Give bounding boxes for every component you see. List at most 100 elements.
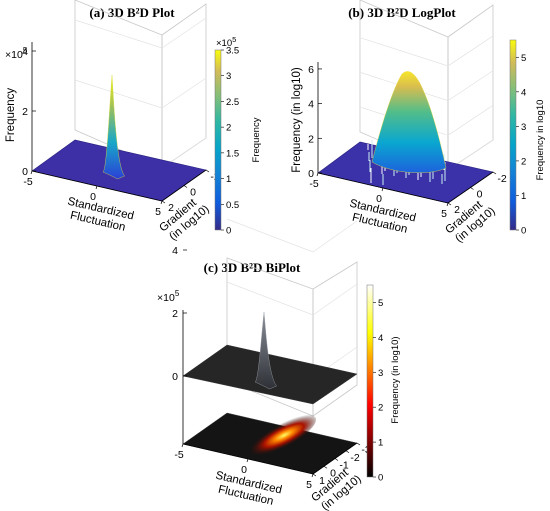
panel-c-colorbar-label: Frequency (in log10) <box>390 336 401 423</box>
panel-b-z-tick-label: 0 <box>308 168 314 180</box>
panel-b-y-tick-mark <box>492 171 497 175</box>
panel-b-x-tick-label: -5 <box>309 178 318 190</box>
panel-b-grid-line <box>360 35 494 67</box>
panel-c-colorbar-tick-label: 2 <box>378 403 383 414</box>
panel-b-z-tick-label: 6 <box>308 64 314 76</box>
panel-a-colorbar-tick-label: 0 <box>226 226 231 237</box>
panel-a-z-exponent: ×105 <box>5 46 28 61</box>
panel-c-y-tick-mark <box>356 442 361 446</box>
panel-c-grid-line <box>226 218 358 253</box>
panel-c-y-tick-mark <box>334 458 339 461</box>
panel-b-z-tick-label: 4 <box>308 99 314 111</box>
panel-a-grid-line <box>74 17 207 49</box>
panel-b-colorbar-tick-label: 5 <box>521 53 526 64</box>
panel-a-y-tick-mark <box>205 169 210 173</box>
panel-b-y-tick-label: -2 <box>497 173 506 185</box>
panel-a-grid-line <box>74 77 207 109</box>
panel-a-x-tick-label: 0 <box>90 191 96 203</box>
panel-a-colorbar-tick-label: 2.5 <box>226 97 239 108</box>
panel-c-x-tick-label: 0 <box>241 464 247 476</box>
panel-b-colorbar-tick-label: 0 <box>521 226 526 237</box>
panel-b-y-tick-mark <box>447 202 452 206</box>
panel-a-y-tick-label: 2 <box>168 202 174 214</box>
panel-b-colorbar-label: Frequency in log10 <box>535 100 546 181</box>
panel-c-z-tick-label: 0 <box>172 371 178 383</box>
panel-b-colorbar <box>509 39 517 231</box>
panel-a-surface-peak <box>102 74 125 180</box>
panel-c-y-tick-label: 1 <box>319 475 325 487</box>
panel-c-grid-line <box>226 281 358 316</box>
panel-b-colorbar-tick-label: 3 <box>521 122 526 133</box>
panel-c-colorbar-tick-label: 3 <box>378 368 383 379</box>
panel-c-x-tick-mark <box>181 443 184 448</box>
panel-c-surface-peak <box>254 311 277 390</box>
panel-a-colorbar-exponent: ×105 <box>216 35 236 49</box>
panel-a-colorbar-tick-label: 1 <box>226 174 231 185</box>
panel-c-z-exponent: ×105 <box>157 289 180 304</box>
panel-c-y-tick-mark <box>323 465 328 469</box>
panel-a-x-tick-mark <box>160 200 163 205</box>
panel-a-x-tick-label: 5 <box>155 206 161 218</box>
panel-a-colorbar <box>214 49 222 231</box>
panel-c-y-label: Gradient(in log10) <box>309 466 364 511</box>
panel-b-surface-peak <box>371 71 447 173</box>
panel-b-grid-line <box>360 70 494 102</box>
panel-c-x-tick-label: 5 <box>306 479 312 491</box>
panel-c-back-wall-right <box>312 261 358 417</box>
panel-c-colorbar-tick-label: 4 <box>378 333 383 344</box>
panel-b-y-tick-label: 2 <box>454 204 460 216</box>
panel-b-colorbar-ticks: 0 1 2 3 4 5 <box>516 53 526 237</box>
panel-c-colorbar <box>366 284 374 478</box>
panel-a-colorbar-label: Frequency <box>251 117 262 162</box>
panel-a-colorbar-tick-label: 2 <box>226 123 231 134</box>
panel-c-y-tick-label: -3 <box>361 444 370 456</box>
panel-a-y-tick-label: 0 <box>190 187 196 199</box>
panel-c-z-tick-label: 4 <box>172 245 178 257</box>
panel-b-y-tick-mark <box>470 187 474 190</box>
panel-b-x-tick-mark <box>316 172 319 177</box>
panel-a-colorbar-tick-label: 3 <box>226 71 231 82</box>
panel-c-y-tick-label: -1 <box>339 460 348 472</box>
panel-a-y-tick-mark <box>161 200 166 204</box>
panel-b-back-wall-right <box>447 4 494 171</box>
panel-a-colorbar-tick-label: 3.5 <box>226 46 239 57</box>
panel-a-z-tick-label: 2 <box>22 106 28 118</box>
panel-c-y-tick-label: 0 <box>330 467 336 479</box>
panel-c-y-tick-label: -2 <box>350 452 359 464</box>
panel-a-x-tick-mark <box>95 185 98 190</box>
panel-c-colorbar-ticks: 0 1 2 3 4 5 <box>373 298 383 484</box>
panel-a-back-wall-right <box>161 3 207 169</box>
panel-b-x-tick-label: 0 <box>376 193 382 205</box>
panel-a-colorbar-tick-label: 0.5 <box>226 200 239 211</box>
panel-c-z-tick-label: 2 <box>172 308 178 320</box>
panel-b-z-label: Frequency (in log10) <box>291 67 303 173</box>
panel-a-title: (a) 3D B²D Plot <box>89 5 175 20</box>
panel-b-x-tick-mark <box>446 202 449 207</box>
panel-a-colorbar-tick-label: 1.5 <box>226 148 239 159</box>
panel-b-z-tick-label: 2 <box>308 133 314 145</box>
panel-a-z-tick-label: 4 <box>22 46 28 58</box>
panel-a-y-label: Gradient(in log10) <box>157 196 212 243</box>
panel-c-y-tick-mark <box>345 450 350 454</box>
panel-a-x-tick-label: -5 <box>23 176 32 188</box>
panel-b-colorbar-tick-label: 2 <box>521 156 526 167</box>
panel-a-z-tick-label: 0 <box>22 166 28 178</box>
panel-c-projection-heat <box>243 414 317 458</box>
panel-b-y-label: Gradient(in log10) <box>443 198 498 245</box>
panel-c-colorbar-tick-label: 1 <box>378 438 383 449</box>
panel-b-x-tick-label: 5 <box>441 208 447 220</box>
panel-c-colorbar-tick-label: 5 <box>378 298 383 309</box>
panel-a-y-tick-mark <box>183 185 188 188</box>
panel-c-colorbar-tick-label: 0 <box>378 473 383 484</box>
panel-a-colorbar-ticks: 0 0.5 1 1.5 2 2.5 3 3.5 <box>221 46 239 237</box>
